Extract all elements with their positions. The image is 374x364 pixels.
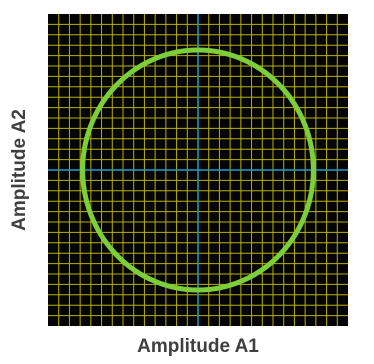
x-axis-label: Amplitude A1 <box>137 336 259 357</box>
axis-lines <box>48 14 348 326</box>
plot-area <box>48 14 348 326</box>
y-axis-label: Amplitude A2 <box>9 109 30 231</box>
trace-layer <box>80 47 316 293</box>
lissajous-trace <box>80 47 316 293</box>
oscilloscope-chart <box>48 14 348 326</box>
